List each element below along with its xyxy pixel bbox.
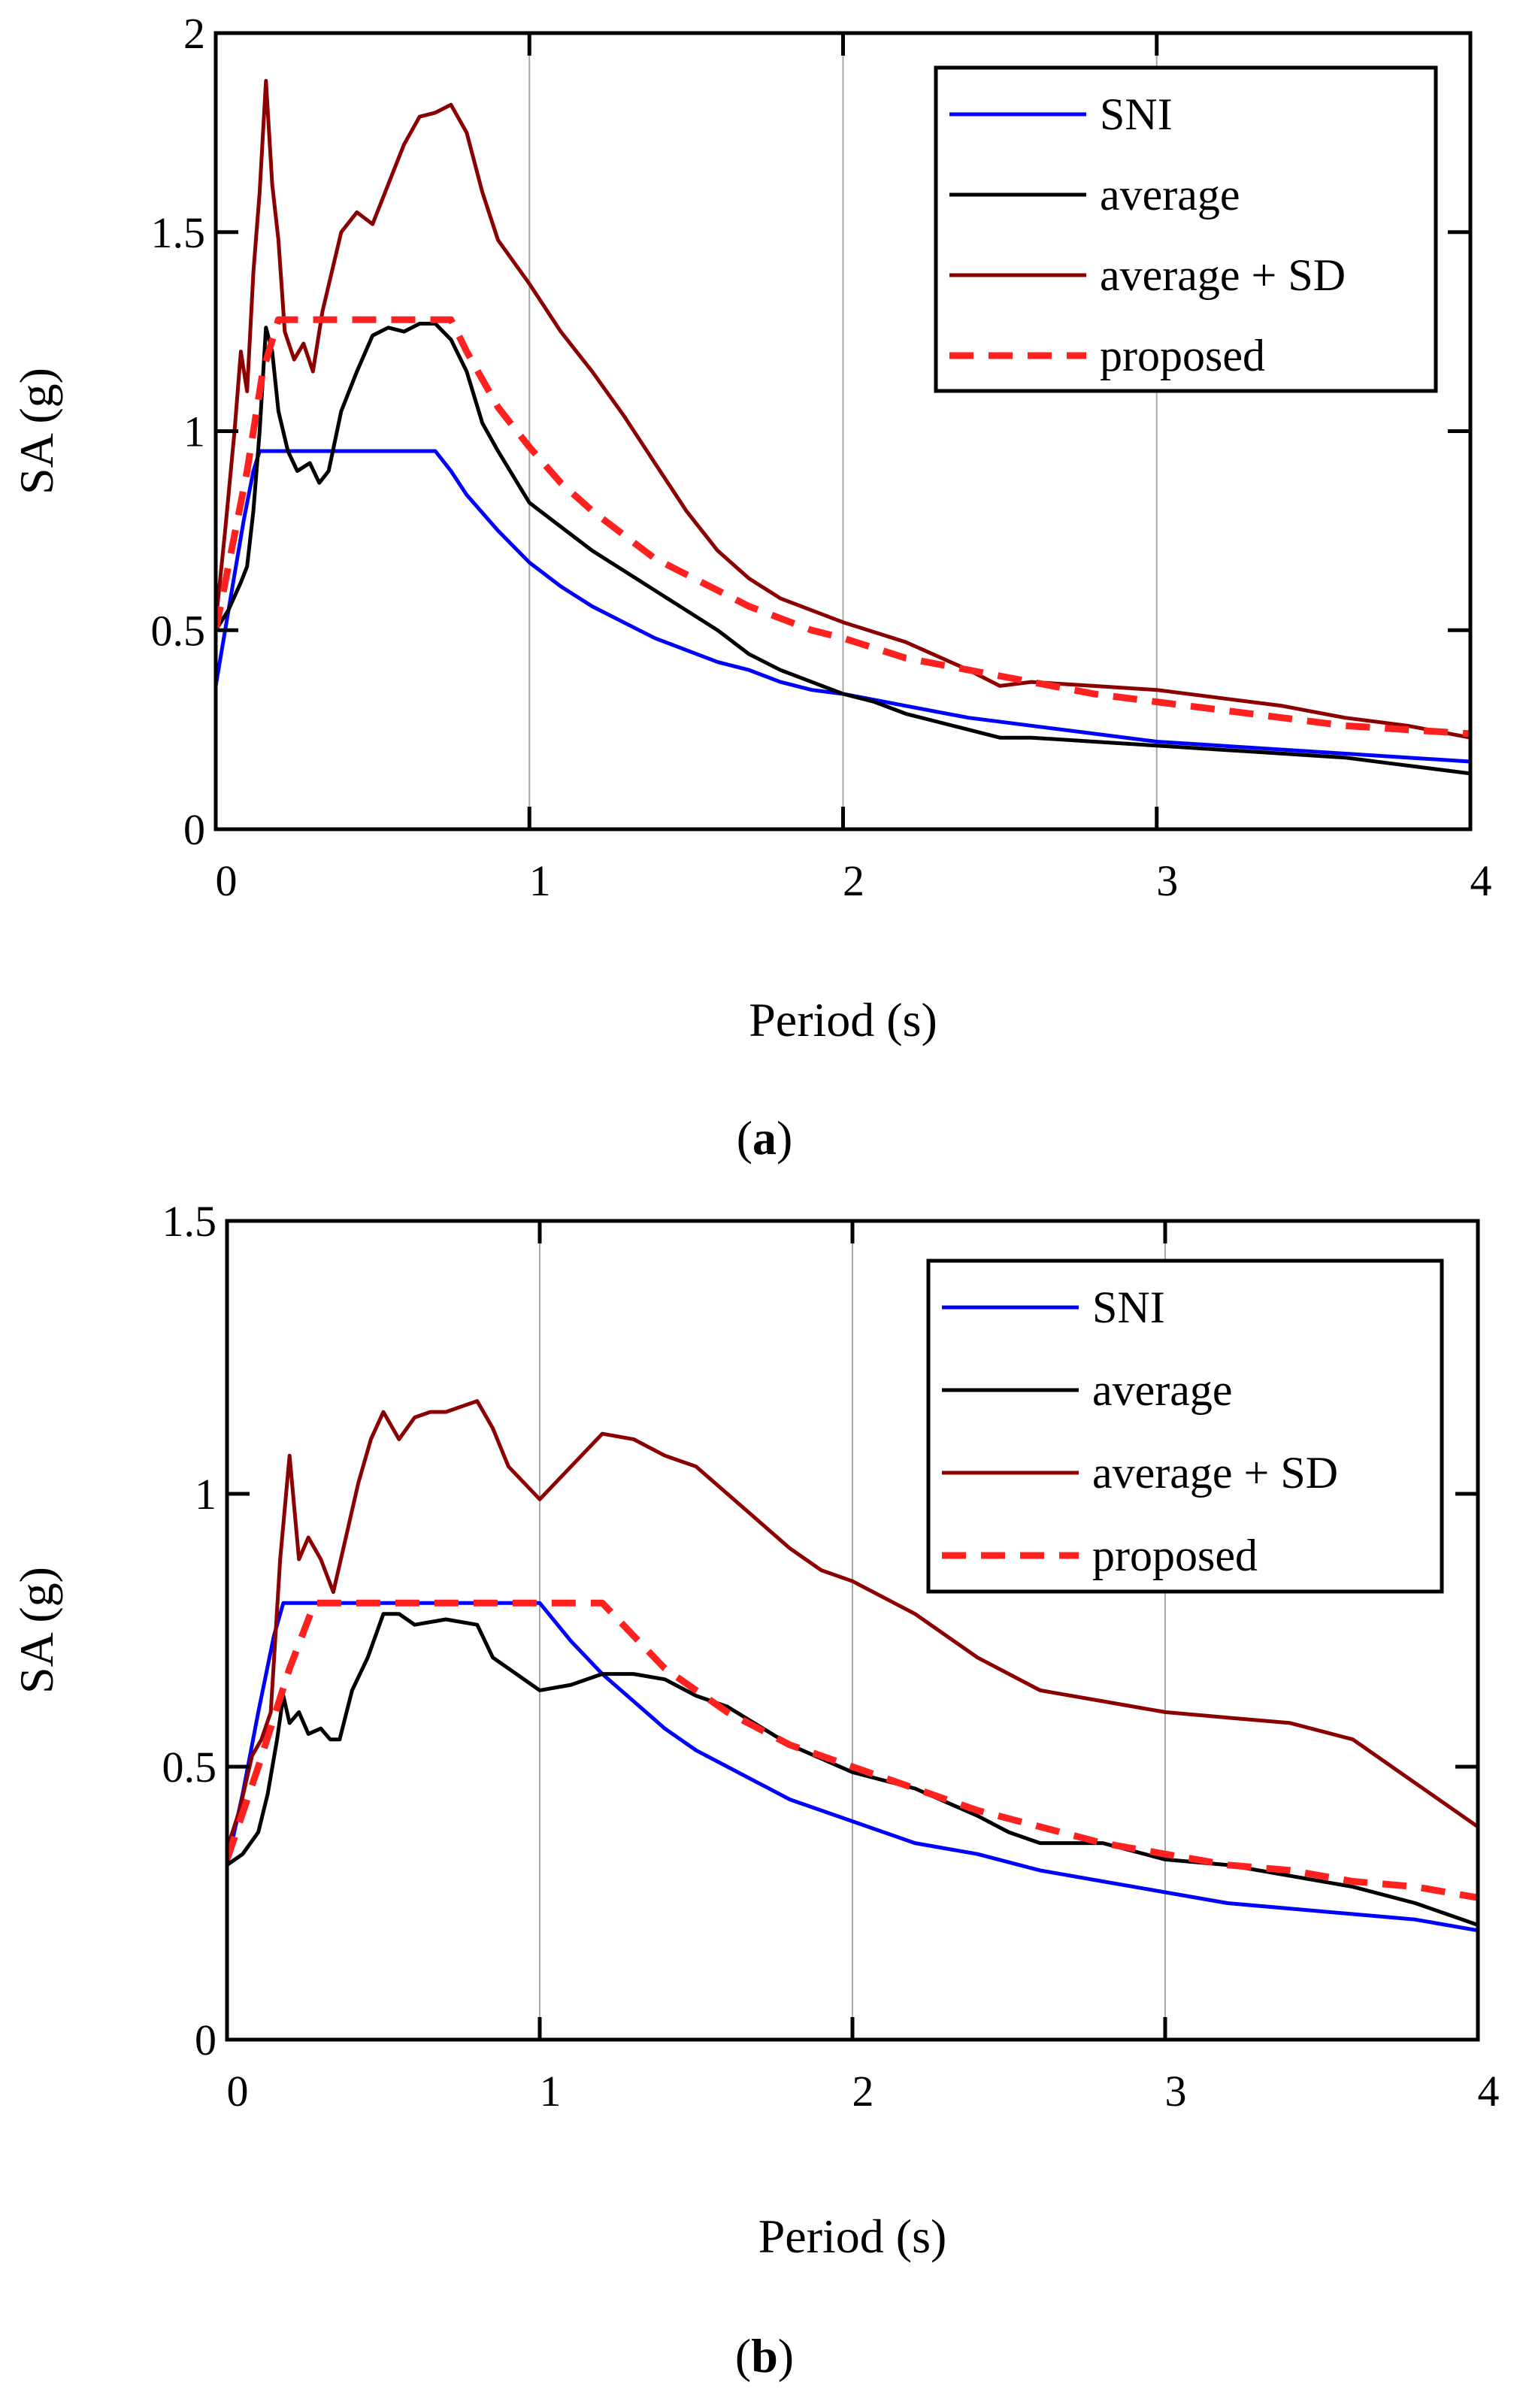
y-tick-label: 0 bbox=[195, 2016, 216, 2064]
caption-letter: b bbox=[751, 2329, 778, 2382]
x-tick-label: 1 bbox=[540, 2067, 562, 2116]
x-tick-label: 4 bbox=[1478, 2067, 1500, 2116]
chart-panel-a: 0 0.5 1 1.5 2 0 1 2 3 4 Period (s) SA (g) SNI average… bbox=[10, 9, 1492, 1165]
y-tick-label: 0 bbox=[183, 805, 205, 854]
legend-box bbox=[926, 1259, 1444, 1594]
series-group bbox=[227, 1399, 1478, 1933]
legend: SNI average average + SD proposed bbox=[926, 1259, 1444, 1594]
caption-letter: a bbox=[752, 1111, 777, 1165]
panel-caption: (a) bbox=[737, 1111, 793, 1165]
series-line-proposed bbox=[227, 1599, 1478, 1901]
caption-paren-open: ( bbox=[737, 1111, 752, 1165]
y-tick-label: 1.5 bbox=[162, 1197, 217, 1246]
x-axis-label: Period (s) bbox=[758, 2210, 947, 2263]
series-line-average bbox=[216, 322, 1470, 776]
legend-entry-label: average + SD bbox=[1100, 250, 1346, 300]
legend: SNI average average + SD proposed bbox=[934, 65, 1438, 393]
y-tick-label: 2 bbox=[183, 9, 205, 58]
series-line-average-sd bbox=[216, 79, 1470, 740]
legend-entry-label: SNI bbox=[1092, 1283, 1165, 1332]
x-tick-label: 0 bbox=[227, 2067, 249, 2116]
panel-caption: (b) bbox=[735, 2329, 794, 2382]
x-tick-label: 4 bbox=[1470, 856, 1492, 905]
series-group bbox=[216, 79, 1470, 776]
y-tick-label: 0.5 bbox=[151, 606, 206, 655]
chart-panel-b: 0 0.5 1 1.5 0 1 2 3 4 Period (s) SA (g) SNI average a… bbox=[10, 1197, 1500, 2382]
series-line-proposed bbox=[216, 316, 1470, 738]
x-tick-label: 2 bbox=[843, 856, 864, 905]
y-axis-label: SA (g) bbox=[10, 368, 63, 495]
y-tick-label: 0.5 bbox=[162, 1743, 217, 1792]
y-tick-label: 1 bbox=[183, 407, 205, 456]
x-axis-label: Period (s) bbox=[749, 993, 937, 1046]
series-line-average bbox=[227, 1612, 1478, 1927]
series-line-sni bbox=[227, 1601, 1478, 1933]
legend-box bbox=[934, 65, 1438, 393]
caption-paren-open: ( bbox=[735, 2329, 751, 2382]
x-tick-label: 3 bbox=[1165, 2067, 1187, 2116]
x-tick-label: 2 bbox=[852, 2067, 874, 2116]
x-tick-label: 1 bbox=[529, 856, 551, 905]
legend-entry-label: SNI bbox=[1100, 89, 1173, 139]
legend-entry-label: average bbox=[1100, 170, 1240, 220]
x-tick-label: 0 bbox=[216, 856, 238, 905]
legend-entry-label: average + SD bbox=[1092, 1448, 1338, 1498]
legend-entry-label: proposed bbox=[1100, 331, 1265, 380]
caption-paren-close: ) bbox=[778, 2329, 794, 2382]
caption-paren-close: ) bbox=[777, 1111, 792, 1165]
legend-entry-label: average bbox=[1092, 1365, 1233, 1415]
legend-entry-label: proposed bbox=[1092, 1531, 1258, 1580]
y-tick-label: 1 bbox=[195, 1470, 216, 1519]
y-axis-label: SA (g) bbox=[10, 1567, 63, 1694]
x-tick-label: 3 bbox=[1156, 856, 1178, 905]
y-tick-label: 1.5 bbox=[151, 208, 206, 257]
series-line-average-sd bbox=[227, 1399, 1478, 1849]
